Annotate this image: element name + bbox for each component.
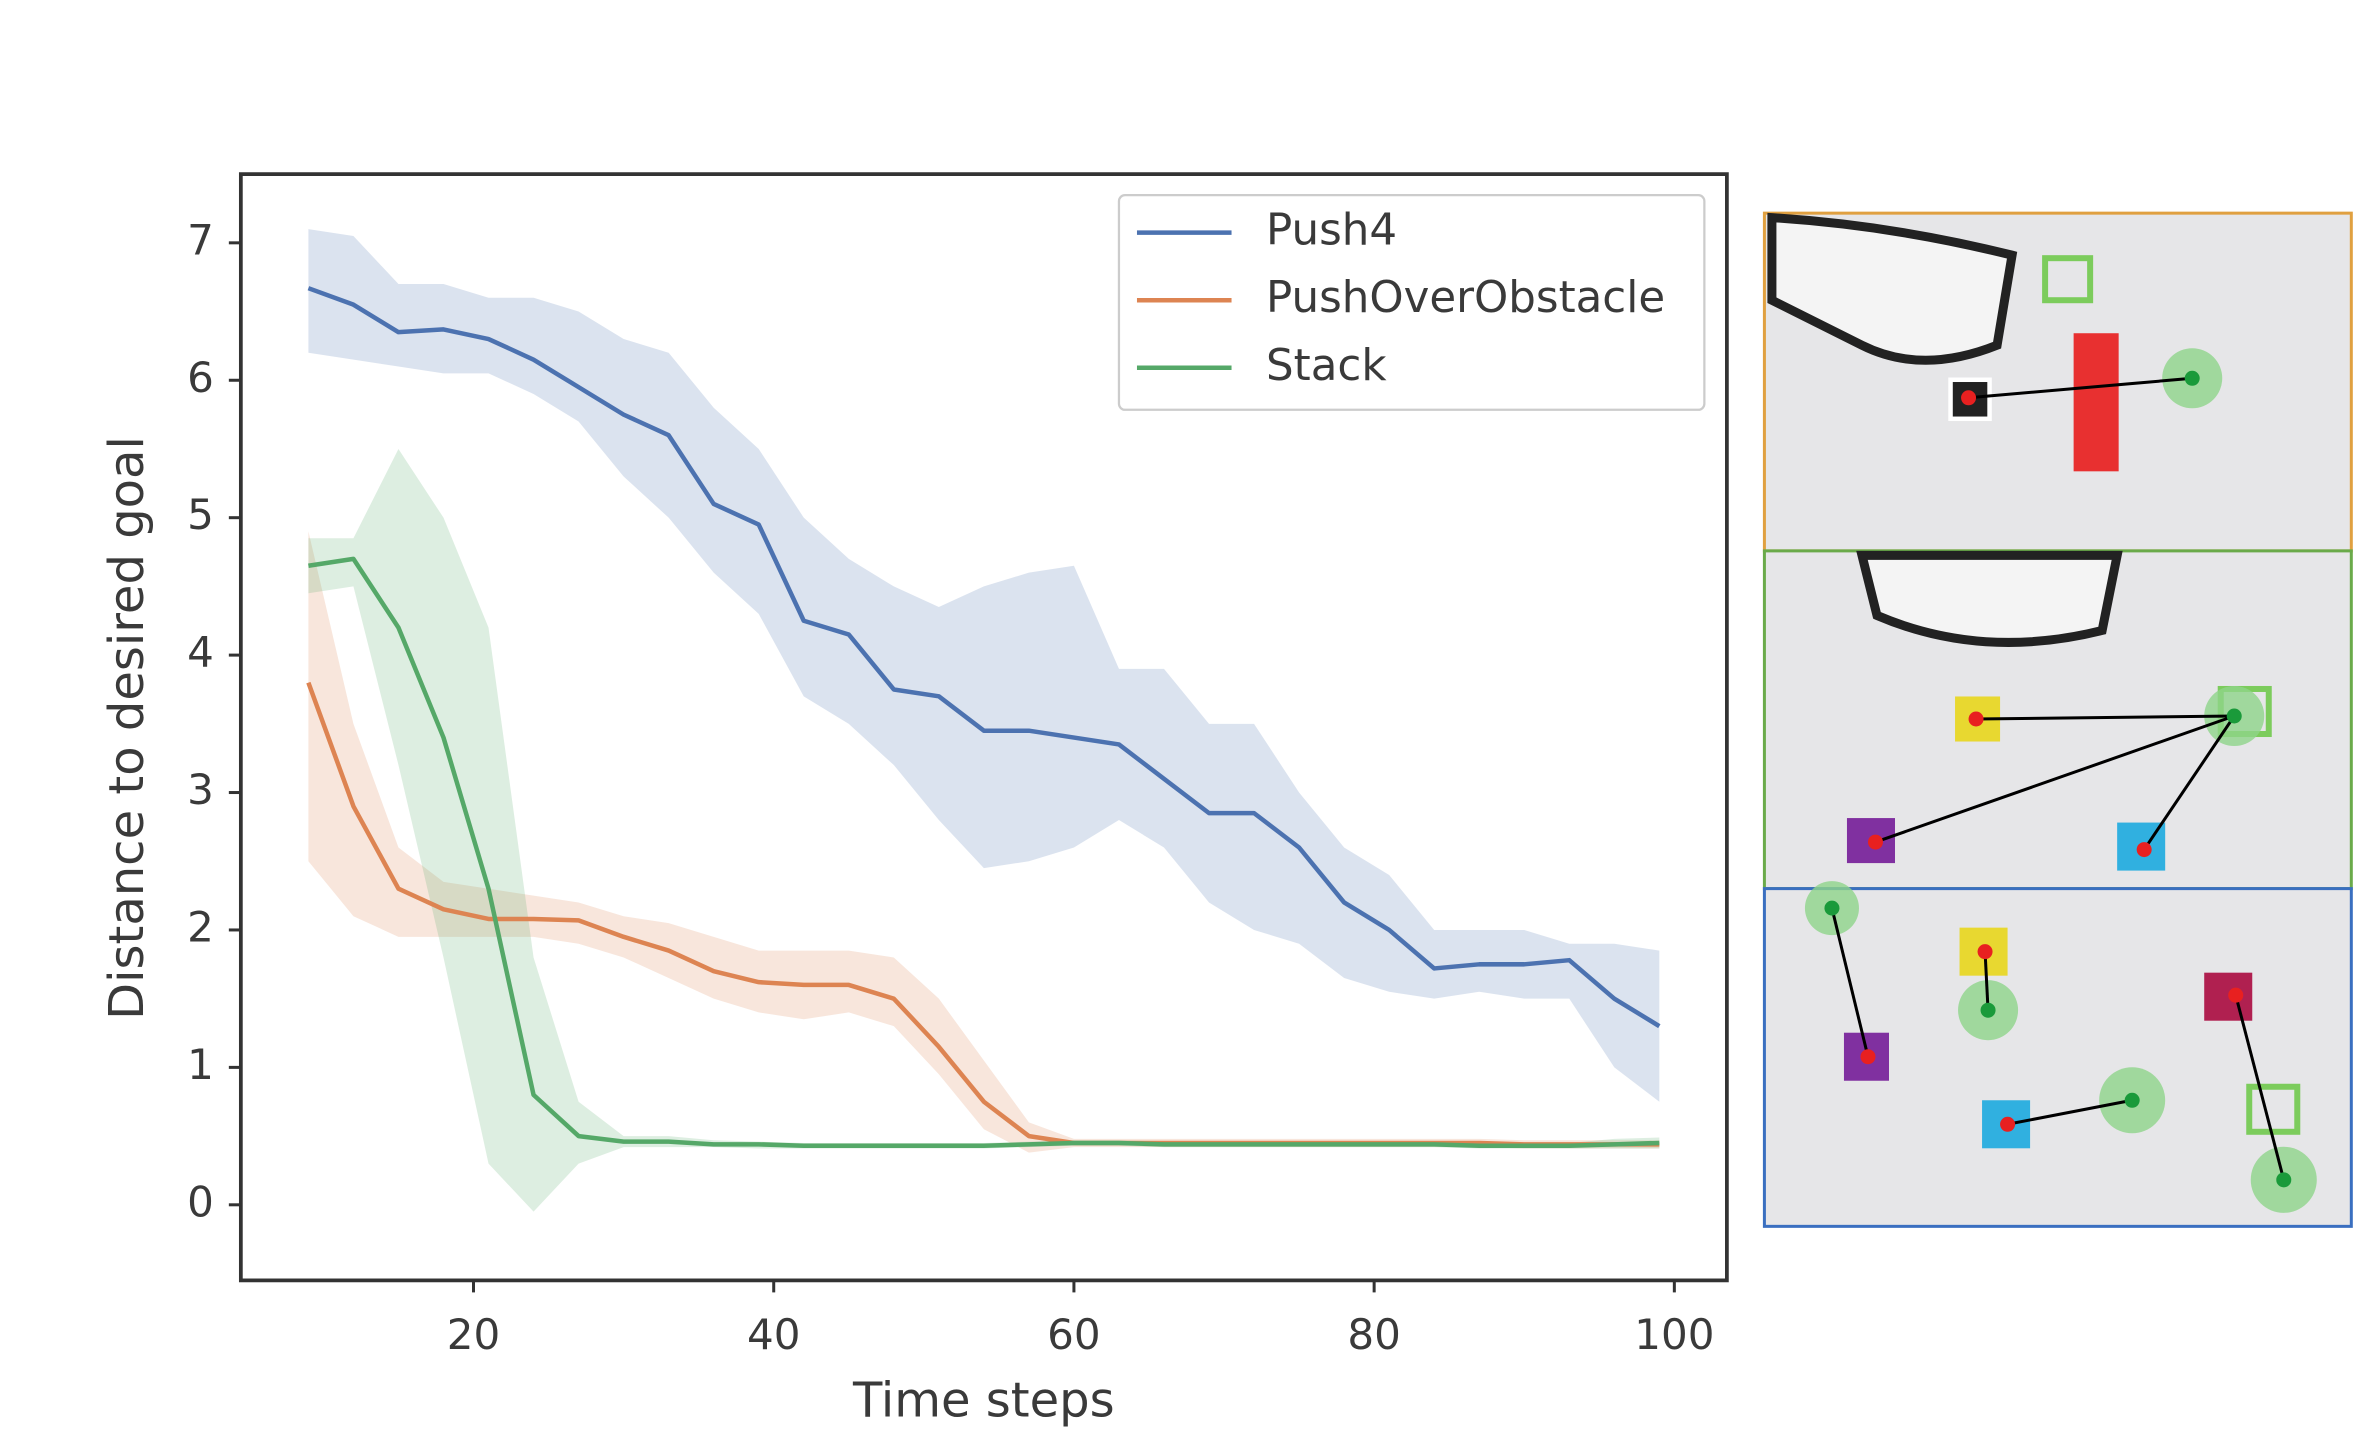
- y-tick-label: 4: [187, 628, 214, 677]
- x-tick-label: 20: [447, 1310, 500, 1359]
- legend-label: PushOverObstacle: [1266, 273, 1665, 323]
- x-tick-label: 40: [747, 1310, 800, 1359]
- axes-frame: [238, 172, 1729, 1283]
- series-layer: [306, 229, 1661, 1212]
- legend-box: [1117, 194, 1706, 411]
- plot-area: [306, 229, 1661, 1212]
- y-tick-label: 1: [187, 1040, 214, 1089]
- y-tick-label: 5: [187, 490, 214, 539]
- y-tick-label: 0: [187, 1177, 214, 1226]
- y-tick-label: 3: [187, 765, 214, 814]
- confidence-band: [308, 448, 1660, 1212]
- x-axis-label: Time steps: [852, 1372, 1115, 1428]
- x-tick-label: 80: [1347, 1310, 1400, 1359]
- legend-label: Stack: [1266, 341, 1387, 391]
- y-tick-label: 6: [187, 353, 214, 402]
- y-tick-label: 7: [187, 215, 214, 264]
- legend-label: Push4: [1266, 206, 1397, 256]
- x-tick-label: 60: [1047, 1310, 1100, 1359]
- photo-push: [1762, 211, 2353, 553]
- series-line: [307, 286, 1661, 1029]
- confidence-band: [308, 229, 1660, 1102]
- y-axis-label: Distance to desired goal: [99, 436, 155, 1020]
- photo-push4: [1762, 881, 2353, 1228]
- photo-panels: [1762, 211, 2353, 1228]
- series-line: [308, 556, 1660, 1148]
- photo-stack: [1762, 549, 2353, 891]
- y-tick-label: 2: [187, 902, 214, 951]
- x-tick-label: 100: [1634, 1310, 1714, 1359]
